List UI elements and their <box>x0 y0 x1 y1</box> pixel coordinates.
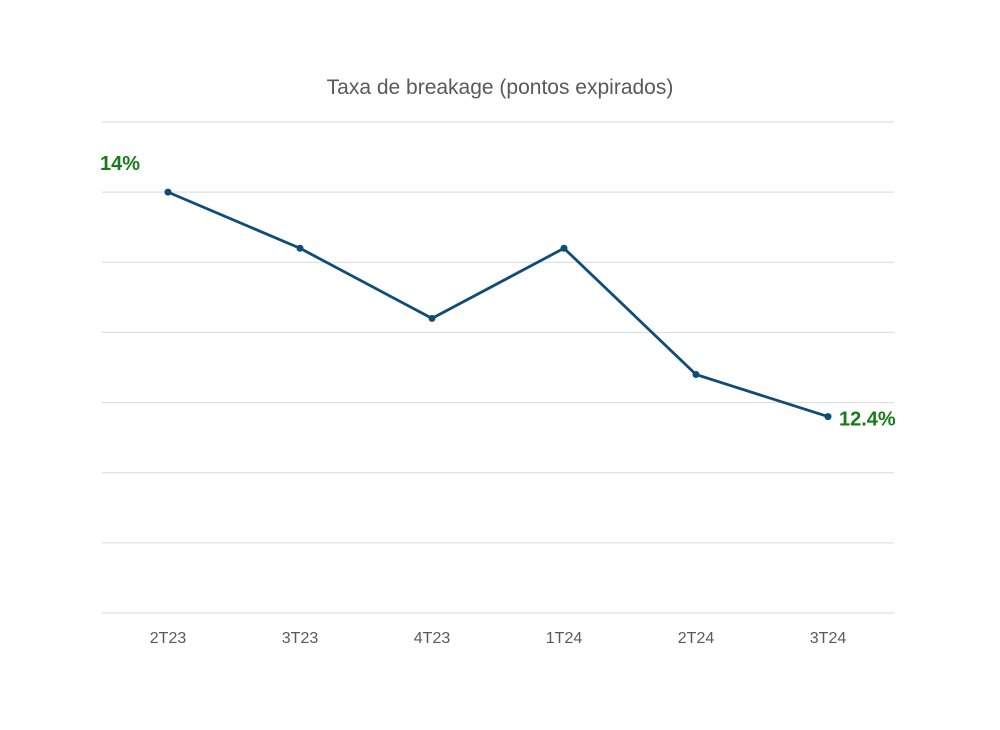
data-label: 12.4% <box>839 409 896 431</box>
data-point <box>164 188 172 196</box>
x-tick-label: 3T24 <box>810 630 847 647</box>
series-line <box>167 190 829 418</box>
data-point <box>428 314 436 322</box>
x-tick-label: 4T23 <box>414 630 451 647</box>
data-point <box>296 244 304 252</box>
data-label: 14% <box>100 153 140 175</box>
data-point <box>692 371 700 379</box>
data-point <box>824 413 832 421</box>
x-tick-label: 3T23 <box>282 630 319 647</box>
x-tick-label: 2T23 <box>150 630 187 647</box>
x-tick-label: 2T24 <box>678 630 715 647</box>
chart-title: Taxa de breakage (pontos expirados) <box>326 76 674 99</box>
data-point <box>560 244 568 252</box>
x-tick-label: 1T24 <box>546 630 583 647</box>
